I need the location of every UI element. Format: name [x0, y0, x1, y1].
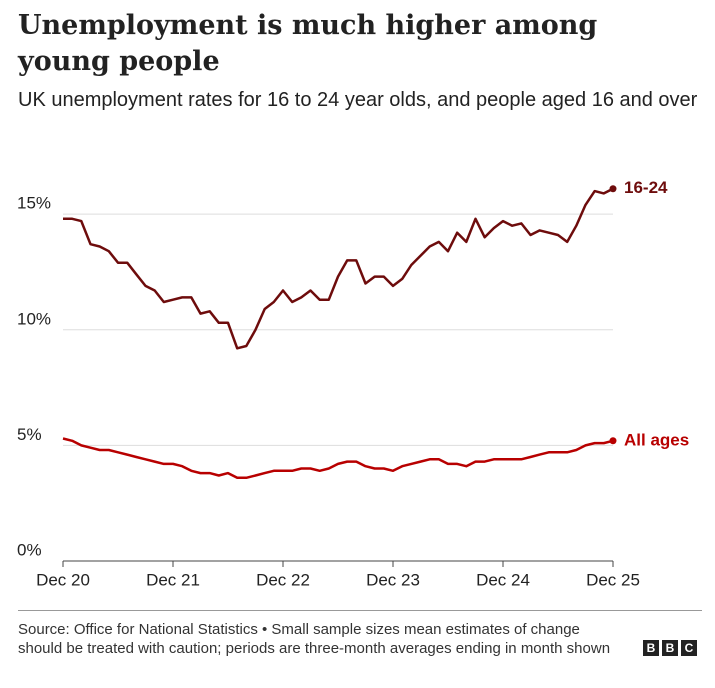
series-line: [62, 437, 614, 480]
end-point: [609, 185, 617, 193]
logo-letter: C: [681, 640, 697, 656]
divider: [18, 610, 702, 611]
x-tick-label: Dec 23: [366, 570, 420, 589]
y-tick-label: 15%: [17, 194, 51, 213]
logo-letter: B: [643, 640, 659, 656]
y-tick-label: 10%: [17, 309, 51, 328]
x-tick-label: Dec 25: [586, 570, 640, 589]
x-tick-label: Dec 20: [36, 570, 90, 589]
end-point: [609, 437, 617, 445]
series-label: 16-24: [624, 178, 668, 197]
x-tick-label: Dec 22: [256, 570, 310, 589]
subtitle: UK unemployment rates for 16 to 24 year …: [18, 89, 698, 111]
source: Source: Office for National Statistics •…: [18, 621, 611, 657]
y-tick-label: 0%: [17, 540, 42, 559]
title: Unemployment is much higher among young …: [18, 10, 598, 77]
y-tick-label: 5%: [17, 425, 42, 444]
x-tick-label: Dec 24: [476, 570, 530, 589]
logo-letter: B: [662, 640, 678, 656]
x-tick-label: Dec 21: [146, 570, 200, 589]
series-line: [63, 187, 614, 350]
series-label: All ages: [624, 430, 689, 449]
chart: 0% 5% 10% 15% Dec 20 Dec 21 Dec 22 Dec 23 Dec 24…: [17, 178, 689, 589]
